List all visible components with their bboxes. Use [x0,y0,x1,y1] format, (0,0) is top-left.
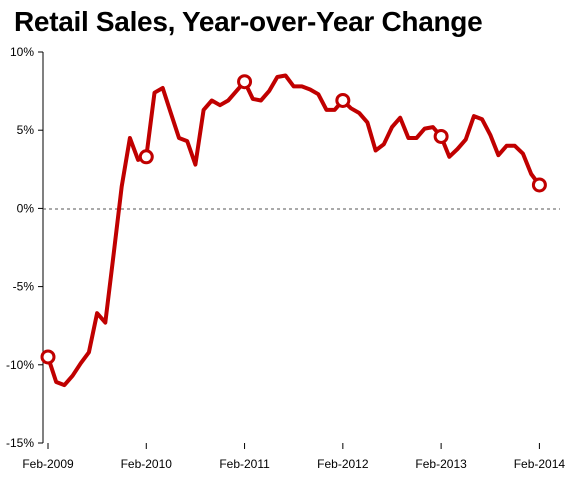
y-ticks [38,51,43,444]
data-point-marker [433,128,449,144]
series-line [46,73,542,388]
y-tick-label: 5% [17,123,35,137]
x-ticks [47,443,540,449]
y-tick-label: -10% [6,358,34,372]
data-point-marker [531,177,547,193]
x-tick-label: Feb-2012 [317,457,369,471]
x-tick-label: Feb-2011 [219,457,270,471]
y-tick-label: -15% [6,436,34,450]
data-point-marker [138,149,154,165]
y-tick-labels: 10% 5% 0% -5% -10% -15% [6,45,34,450]
data-point-marker [237,74,253,90]
data-point-marker [40,349,56,365]
x-tick-label: Feb-2014 [514,457,566,471]
x-tick-labels: Feb-2009 Feb-2010 Feb-2011 Feb-2012 Feb-2013… [22,457,565,471]
y-tick-label: 0% [17,201,35,215]
x-tick-label: Feb-2010 [121,457,173,471]
x-tick-label: Feb-2009 [22,457,74,471]
series-markers [40,74,547,365]
y-tick-label: 10% [10,45,34,59]
chart-title: Retail Sales, Year-over-Year Change [14,6,483,37]
y-tick-label: -5% [13,280,35,294]
x-tick-label: Feb-2013 [415,457,467,471]
data-point-marker [335,92,351,108]
